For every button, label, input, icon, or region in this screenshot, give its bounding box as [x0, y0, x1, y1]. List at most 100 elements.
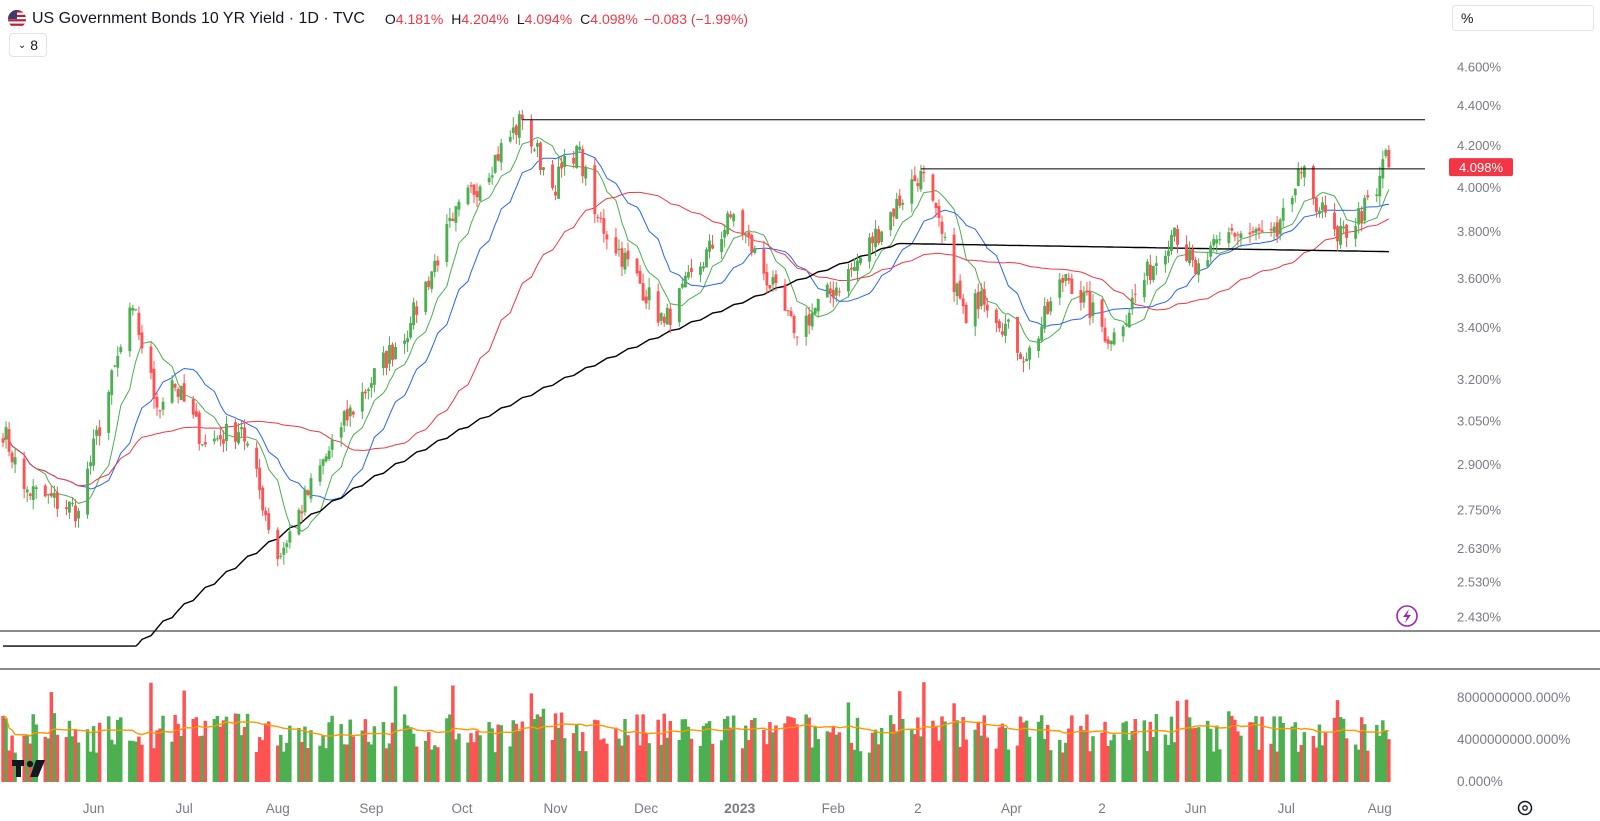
price-tick-label: 4.000%: [1457, 180, 1502, 195]
volume-bar: [309, 730, 313, 782]
volume-bar: [577, 750, 582, 782]
candle-body: [92, 438, 96, 466]
horizontal-lines[interactable]: [522, 119, 1425, 170]
candle-body: [1145, 261, 1149, 276]
volume-bar: [1048, 750, 1053, 782]
candle-body: [406, 338, 410, 343]
candle-body: [810, 312, 814, 327]
lightning-icon[interactable]: [1396, 605, 1418, 627]
volume-bar: [559, 712, 564, 782]
volume-bar: [1293, 722, 1298, 782]
candle-body: [596, 217, 600, 219]
candle-body: [1354, 226, 1358, 239]
candle-body: [786, 310, 790, 312]
volume-bar: [725, 716, 730, 782]
volume-bar: [430, 749, 434, 782]
volume-bar: [722, 718, 727, 782]
candle-body: [511, 127, 515, 134]
candle-body: [499, 143, 503, 163]
candle-body: [137, 312, 141, 336]
volume-bar: [1233, 719, 1237, 782]
candle-body: [1049, 301, 1053, 312]
candle-body: [774, 274, 778, 284]
volume-bar: [1215, 725, 1219, 782]
volume-bar: [867, 752, 872, 782]
candle-body: [560, 163, 564, 169]
candle-body: [86, 468, 89, 515]
volume-bar: [25, 734, 29, 782]
candle-body: [958, 280, 962, 299]
volume-bar: [677, 740, 682, 782]
volume-bar: [656, 719, 660, 782]
candle-body: [994, 309, 998, 324]
price-tick-label: 3.400%: [1457, 320, 1502, 335]
volume-bar: [807, 717, 811, 782]
time-tick-label: Apr: [1001, 801, 1023, 816]
volume-bar: [1067, 728, 1071, 782]
last-price-tag-bg: [1449, 158, 1513, 177]
candle-body: [1230, 228, 1234, 231]
candle-body: [1019, 353, 1022, 360]
candle-body: [457, 201, 461, 210]
candle-body: [762, 249, 766, 274]
candle-body: [173, 383, 177, 388]
indicators-toggle-button[interactable]: ⌄ 8: [9, 33, 47, 57]
volume-bar: [478, 735, 482, 782]
candle-body: [940, 221, 944, 234]
price-tick-label: 2.900%: [1457, 457, 1502, 472]
candle-body: [306, 490, 310, 495]
volume-bar: [1378, 735, 1382, 782]
candle-body: [1085, 290, 1089, 293]
volume-bar: [913, 734, 917, 782]
candle-body: [1248, 232, 1252, 235]
volume-axis[interactable]: 8000000000.000% 4000000000.000% 0.000%: [1457, 690, 1570, 789]
indicator-count: 8: [30, 37, 39, 53]
volume-bar: [574, 724, 579, 782]
candle-body: [1000, 331, 1004, 335]
volume-bar: [852, 749, 857, 782]
volume-bar: [916, 717, 920, 782]
volume-bar: [94, 752, 99, 782]
volume-bar: [1169, 716, 1174, 782]
candle-body: [351, 411, 355, 415]
candle-body: [369, 383, 373, 388]
time-tick-label: Jun: [83, 801, 105, 816]
candle-body: [662, 316, 666, 323]
symbol-title[interactable]: US Government Bonds 10 YR Yield · 1D · T…: [32, 10, 365, 27]
candle-body: [28, 493, 32, 496]
candle-body: [626, 250, 630, 260]
volume-bar: [194, 717, 198, 782]
candle-body: [1064, 273, 1068, 281]
volume-bar: [1085, 714, 1089, 782]
volume-bar: [1088, 751, 1092, 782]
volume-bar: [1302, 732, 1307, 782]
volume-bar: [849, 742, 854, 782]
price-axis[interactable]: 4.600% 4.400% 4.200% 4.000% 3.800% 3.600% 3.40…: [1457, 60, 1502, 625]
candle-body: [388, 345, 391, 364]
volume-bar: [584, 751, 588, 782]
candle-body: [466, 187, 470, 205]
volume-bar: [70, 736, 75, 782]
volume-bar: [339, 724, 343, 782]
candle-body: [834, 287, 838, 296]
candle-body: [880, 231, 884, 242]
unit-field[interactable]: %: [1452, 5, 1594, 31]
volume-bar: [330, 715, 334, 782]
candle-body: [1142, 280, 1146, 298]
time-axis[interactable]: Jun Jul Aug Sep Oct Nov Dec 2023 Feb 2 Apr 2 Jun Jul A…: [83, 800, 1392, 816]
volume-bar: [1163, 734, 1168, 782]
candle-body: [116, 355, 120, 368]
candle-body: [71, 503, 74, 505]
volume-bar: [825, 731, 830, 782]
candle-body: [179, 386, 183, 401]
candle-body: [255, 447, 259, 469]
candle-body: [1188, 249, 1192, 264]
gear-icon[interactable]: [1517, 800, 1533, 816]
candle-body: [1, 438, 5, 443]
moving-average-black: [3, 242, 1389, 647]
volume-bar: [617, 738, 621, 782]
tradingview-logo[interactable]: [12, 760, 45, 777]
candle-body: [478, 186, 482, 201]
volume-bar: [131, 740, 135, 782]
